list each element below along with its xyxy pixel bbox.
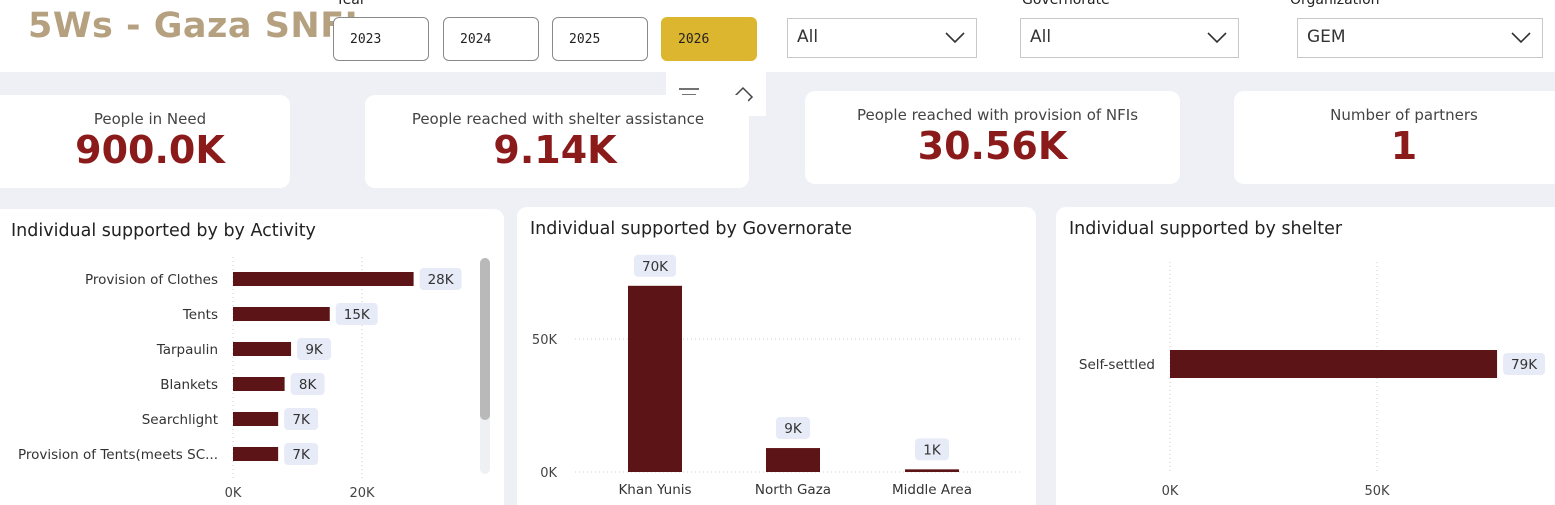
kpi-card-people-in-need: People in Need 900.0K xyxy=(0,95,290,188)
organization-dropdown[interactable]: GEM xyxy=(1297,18,1543,58)
bar xyxy=(233,412,279,426)
data-label: 9K xyxy=(784,421,803,437)
category-label: Khan Yunis xyxy=(618,482,691,498)
data-label-bg xyxy=(915,438,949,461)
data-label: 1K xyxy=(923,442,942,458)
kpi-value: 1 xyxy=(1390,124,1418,168)
x-tick-label: 0K xyxy=(1162,484,1179,499)
governorate-slicer-label: Governorate xyxy=(1022,0,1110,8)
organization-dropdown-value: GEM xyxy=(1307,27,1346,47)
category-label: Tents xyxy=(182,307,218,323)
chevron-down-icon xyxy=(945,32,965,44)
app-title: 5Ws - Gaza SNFI xyxy=(28,6,359,46)
category-label: Provision of Clothes xyxy=(85,272,218,288)
chevron-down-icon xyxy=(1207,32,1227,44)
kpi-value: 30.56K xyxy=(917,124,1068,168)
data-label: 15K xyxy=(344,307,371,323)
data-label: 70K xyxy=(642,259,669,275)
data-label: 7K xyxy=(292,412,311,428)
kpi-label: People reached with provision of NFIs xyxy=(856,106,1139,124)
kpi-card-nfi-provision: People reached with provision of NFIs 30… xyxy=(805,91,1180,184)
year-button-2025[interactable]: 2025 xyxy=(552,17,648,61)
year-button-2026[interactable]: 2026 xyxy=(661,17,757,61)
category-label: Middle Area xyxy=(892,482,972,498)
data-label: 28K xyxy=(428,272,455,288)
bar xyxy=(628,285,682,472)
kpi-card-shelter-assistance: People reached with shelter assistance 9… xyxy=(365,95,749,188)
activity-bar-chart: 0K 20K Provision of Clothes 28K Tents 15K Tarp… xyxy=(18,257,462,501)
kpi-label: Number of partners xyxy=(1330,106,1478,124)
governorate-dropdown[interactable]: All xyxy=(1020,18,1239,58)
data-label: 7K xyxy=(292,447,311,463)
chevron-down-icon xyxy=(1511,32,1531,44)
category-label: Searchlight xyxy=(142,412,218,428)
data-label-bg xyxy=(284,443,319,465)
y-tick-label: 0K xyxy=(540,466,557,481)
shelter-chart-panel: Individual supported by shelter 0K 50K Sel… xyxy=(1056,207,1555,505)
filter-dropdown-value: All xyxy=(797,27,819,47)
y-tick-label: 50K xyxy=(532,333,558,348)
bar xyxy=(233,447,279,461)
kpi-value: 9.14K xyxy=(493,128,617,172)
governorate-bar-chart: 0K 50K 70K Khan Yunis 9K North Gaza 1K Middle A… xyxy=(532,254,1023,498)
year-slicer-label: Year xyxy=(336,0,366,8)
chart-title: Individual supported by Governorate xyxy=(530,219,853,239)
bar xyxy=(233,307,330,321)
data-label-bg xyxy=(290,373,325,395)
bar xyxy=(905,469,959,472)
activity-chart-scrollbar-thumb[interactable] xyxy=(480,258,490,420)
data-label-bg xyxy=(419,268,462,290)
kpi-value: 900.0K xyxy=(75,128,225,172)
organization-slicer-label: Organization xyxy=(1290,0,1380,8)
category-label: Self-settled xyxy=(1079,357,1155,373)
data-label: 79K xyxy=(1511,357,1538,373)
bar xyxy=(233,377,285,391)
category-label: Tarpaulin xyxy=(156,342,218,358)
activity-chart-panel: Individual supported by by Activity 0K 20… xyxy=(0,209,504,505)
kpi-label: People reached with shelter assistance xyxy=(411,110,705,128)
kpi-label: People in Need xyxy=(93,110,207,128)
bar xyxy=(1170,350,1498,378)
data-label-bg xyxy=(284,408,319,430)
category-label: Provision of Tents(meets SC... xyxy=(18,447,218,463)
data-label-bg xyxy=(335,303,378,325)
year-button-2024[interactable]: 2024 xyxy=(443,17,539,61)
shelter-bar-chart: 0K 50K Self-settled 79K xyxy=(1079,262,1546,499)
data-label: 9K xyxy=(305,342,324,358)
x-tick-label: 50K xyxy=(1364,484,1390,499)
bar xyxy=(233,272,414,286)
header-bar: 5Ws - Gaza SNFI Year 2023 2024 2025 2026… xyxy=(0,0,1555,72)
data-label: 8K xyxy=(299,377,318,393)
governorate-chart-panel: Individual supported by Governorate 0K 50… xyxy=(517,207,1036,505)
x-tick-label: 0K xyxy=(225,486,242,501)
chart-title: Individual supported by by Activity xyxy=(11,221,316,241)
bar xyxy=(766,448,820,472)
data-label-bg xyxy=(297,338,332,360)
bar xyxy=(233,342,292,356)
year-button-2023[interactable]: 2023 xyxy=(333,17,429,61)
category-label: Blankets xyxy=(160,377,218,393)
data-label-bg xyxy=(634,254,676,277)
governorate-dropdown-value: All xyxy=(1030,27,1052,47)
x-tick-label: 20K xyxy=(349,486,375,501)
filter-dropdown[interactable]: All xyxy=(787,18,977,58)
data-label-bg xyxy=(1503,353,1546,375)
chart-title: Individual supported by shelter xyxy=(1069,219,1343,239)
kpi-card-partners: Number of partners 1 xyxy=(1234,91,1555,184)
category-label: North Gaza xyxy=(755,482,831,498)
data-label-bg xyxy=(776,417,810,440)
